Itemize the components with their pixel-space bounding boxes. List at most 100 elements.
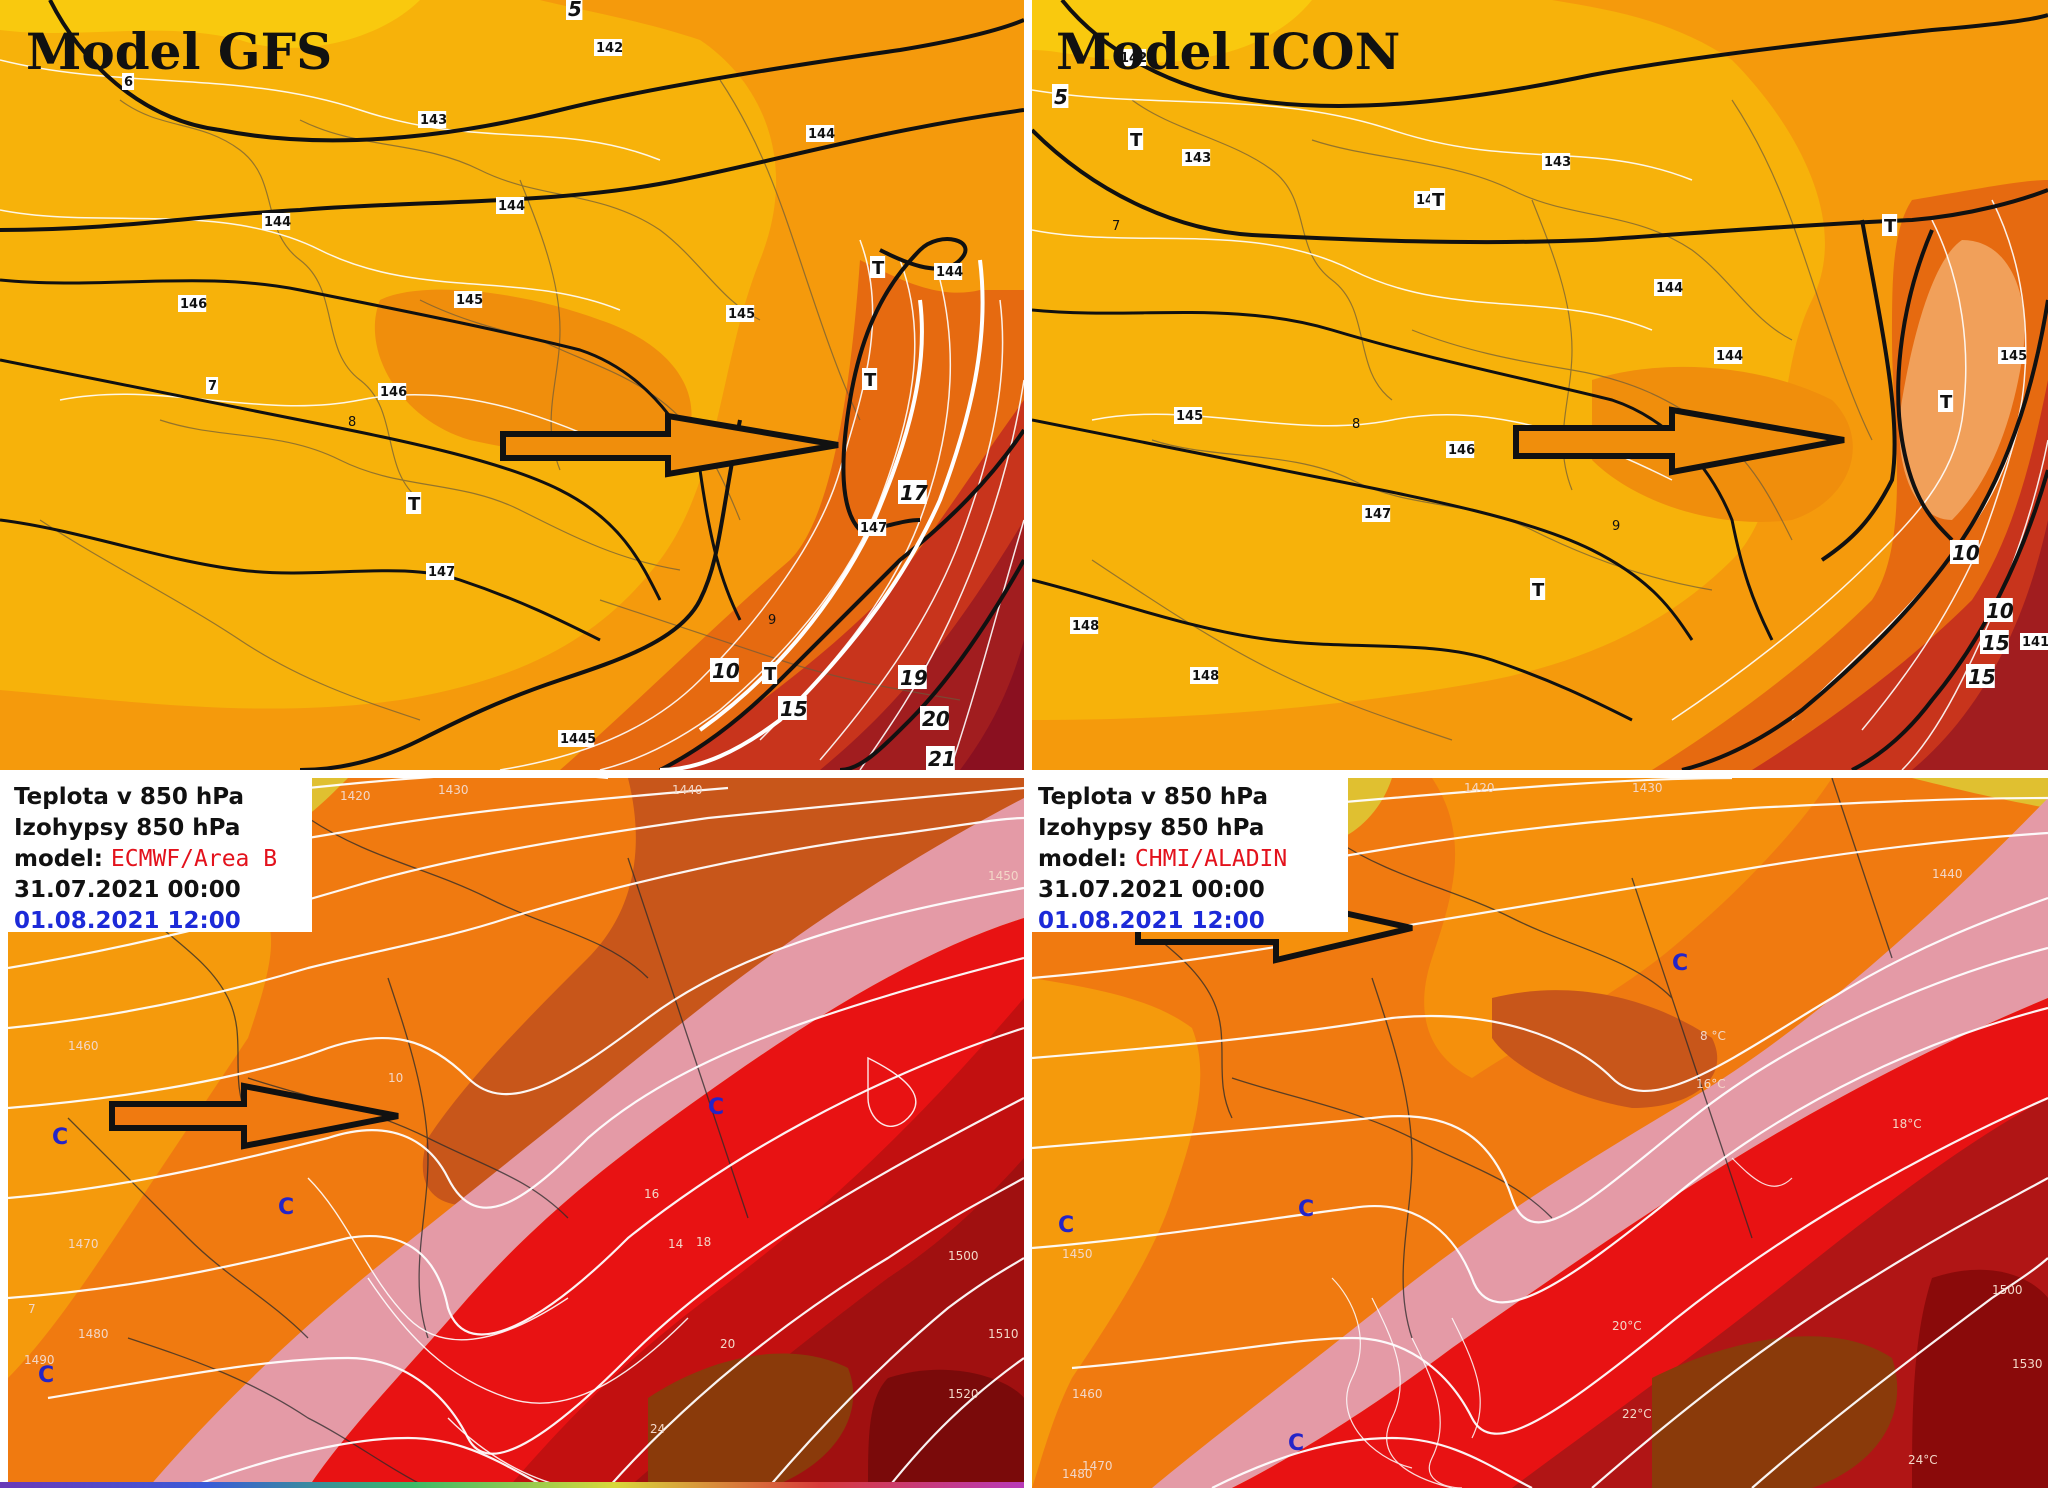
contour-label: 146: [180, 297, 207, 312]
legend-init-time: 31.07.2021 00:00: [1038, 877, 1265, 903]
icon-map-panel: 1421431431441441441451451461471471481485…: [1032, 0, 2048, 770]
label-background: [1446, 441, 1475, 458]
isohypses: [1032, 778, 2048, 1488]
label-background: [1966, 664, 1995, 688]
contour-label: 146: [1448, 443, 1475, 458]
label-background: [1118, 49, 1147, 66]
pressure-center-marker: C: [708, 1095, 724, 1120]
contour-label: 9: [1612, 519, 1620, 534]
pressure-center-marker: T: [1940, 392, 1953, 413]
contour-label: 14: [668, 1237, 683, 1251]
horizontal-divider: [0, 770, 2048, 778]
pressure-center-marker: C: [278, 1195, 294, 1220]
contour-label: 20°C: [1612, 1319, 1642, 1333]
label-background: [1714, 347, 1743, 364]
label-background: [926, 746, 955, 770]
contour-label: 1445: [560, 732, 596, 747]
pressure-center-marker: C: [1298, 1197, 1314, 1222]
warm-region: [1032, 0, 2048, 770]
contour-label: 1440: [672, 783, 703, 797]
label-background: [710, 658, 739, 682]
contour-label: 1460: [1072, 1387, 1103, 1401]
pressure-center-marker: C: [1672, 951, 1688, 976]
aladin-map-panel: 1410142014301440145014601470148015001530…: [1032, 778, 2048, 1488]
contour-label: 7: [28, 1302, 36, 1316]
legend-variable: Teplota v 850 hPa: [14, 784, 245, 810]
country-borders: [1091, 99, 1873, 741]
contour-label: 19: [900, 666, 928, 690]
contour-label: 8: [1352, 417, 1360, 432]
warm-patch: [374, 289, 692, 458]
darkest-patch: [1912, 1269, 2048, 1488]
hottest-region: [1912, 520, 2048, 770]
contour-label: 143: [1544, 155, 1571, 170]
arrow-indicator: [500, 412, 839, 478]
contour-label: 1480: [78, 1327, 109, 1341]
contour-label: 147: [428, 565, 455, 580]
pink-band: [148, 798, 1024, 1488]
darkest-patch: [868, 1369, 1024, 1488]
contour-label: 15: [1982, 631, 2010, 655]
pink-band: [1152, 798, 2048, 1488]
contour-label: 144: [264, 215, 291, 230]
contour-label: 144: [808, 127, 835, 142]
label-background: [862, 368, 878, 390]
contour-label: 18: [696, 1235, 711, 1249]
label-background: [1052, 84, 1069, 108]
warm-region: [0, 0, 1024, 770]
contour-label: 16°C: [1696, 1077, 1726, 1091]
contour-label: 145: [728, 307, 755, 322]
contour-label: 24°C: [1908, 1453, 1938, 1467]
legend-model-prefix: model:: [1038, 846, 1135, 872]
contour-label: 1430: [438, 783, 469, 797]
label-background: [1542, 153, 1571, 170]
label-background: [454, 291, 483, 308]
coast-land-east: [1912, 778, 2048, 808]
contour-label: 18°C: [1892, 1117, 1922, 1131]
contour-label: 144: [1716, 349, 1743, 364]
label-background: [1984, 598, 2013, 622]
contour-label: 1510: [988, 1327, 1019, 1341]
pressure-center-marker: C: [1288, 1431, 1304, 1456]
contour-label: 1520: [948, 1387, 979, 1401]
label-background: [178, 295, 207, 312]
contour-label: 9: [768, 613, 776, 628]
isohypses-thin: [1032, 308, 1774, 722]
contour-label: 1470: [1082, 1459, 1113, 1473]
contour-label: 1470: [68, 1237, 99, 1251]
pressure-center-marker: T: [1432, 190, 1445, 211]
contour-label: 1420: [1464, 781, 1495, 795]
pressure-center-marker: C: [38, 1363, 54, 1388]
contour-label: 142: [1120, 51, 1147, 66]
contour-label: 1480: [1062, 1467, 1093, 1481]
label-background: [1980, 630, 2009, 654]
label-background: [1362, 505, 1391, 522]
legend-init-time: 31.07.2021 00:00: [14, 877, 241, 903]
pressure-center-marker: T: [1532, 580, 1545, 601]
contour-label: 144: [1656, 281, 1683, 296]
label-background: [1950, 540, 1979, 564]
contour-label: 17: [900, 481, 928, 505]
legend-variable: Teplota v 850 hPa: [1038, 784, 1269, 810]
contour-label: 148: [1192, 669, 1219, 684]
label-background: [262, 213, 291, 230]
hottest-region: [820, 520, 1024, 770]
label-background: [1128, 128, 1144, 150]
label-background: [870, 256, 886, 278]
contour-label: 10: [1952, 541, 1980, 565]
warm-band: [1492, 990, 1718, 1108]
label-background: [2020, 633, 2048, 650]
label-background: [496, 197, 525, 214]
contour-label: 1500: [1992, 1283, 2023, 1297]
contour-label: 8: [348, 415, 356, 430]
contour-label: 145: [2000, 349, 2027, 364]
country-borders: [67, 817, 749, 1488]
panel-title-icon: Model ICON: [1056, 22, 1401, 81]
contour-label: 15: [1968, 665, 1996, 689]
contour-label: 20: [922, 707, 950, 731]
contour-label: 1440: [1932, 867, 1963, 881]
label-background: [1174, 407, 1203, 424]
contour-label: 1500: [948, 1249, 979, 1263]
label-background: [1654, 279, 1683, 296]
map-legend: Teplota v 850 hPa Izohypsy 850 hPa model…: [1032, 778, 1348, 934]
